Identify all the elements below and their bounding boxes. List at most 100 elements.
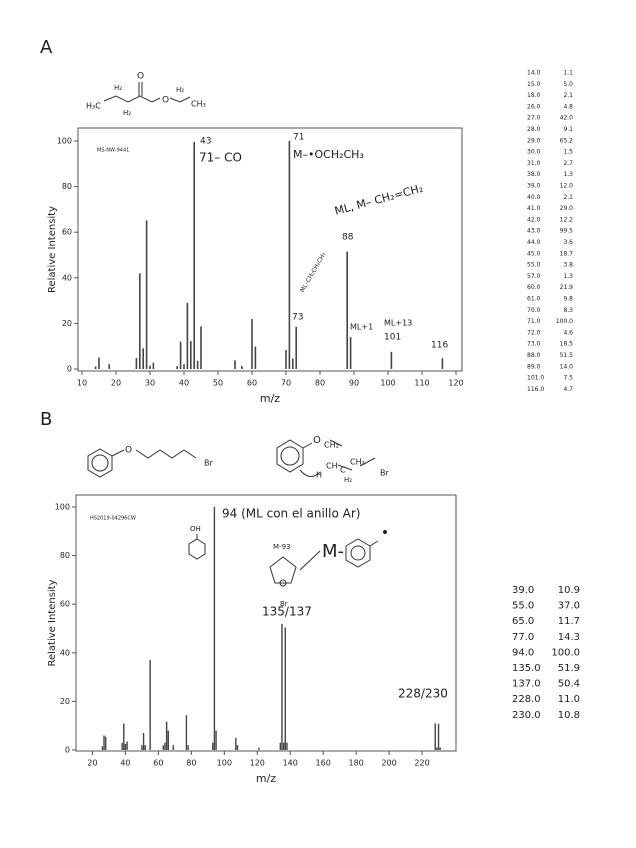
table-intensity: 3.6 bbox=[563, 239, 573, 246]
y-tick-label: 60 bbox=[60, 600, 70, 609]
y-tick-label: 40 bbox=[60, 648, 70, 657]
table-intensity: 99.5 bbox=[560, 228, 574, 235]
annotation: M-93 bbox=[273, 543, 290, 551]
x-tick-label: 100 bbox=[217, 759, 232, 768]
ring bbox=[91, 454, 109, 472]
x-tick-label: 40 bbox=[179, 379, 189, 388]
table-intensity: 51.5 bbox=[560, 352, 574, 359]
x-tick-label: 110 bbox=[414, 379, 429, 388]
table-intensity: 9.1 bbox=[563, 126, 573, 133]
table-intensity: 65.2 bbox=[560, 137, 574, 144]
x-tick-label: 50 bbox=[213, 379, 223, 388]
atom-label: O bbox=[137, 72, 144, 82]
table-mz: 30.0 bbox=[527, 149, 541, 156]
table-mz: 71.0 bbox=[527, 318, 541, 325]
atom-label: CH₂ bbox=[324, 441, 339, 450]
plot-frame bbox=[77, 127, 463, 372]
x-tick-label: 90 bbox=[349, 379, 359, 388]
table-mz: 27.0 bbox=[527, 115, 541, 122]
table-intensity: 100.0 bbox=[556, 318, 573, 325]
atom-label: C bbox=[340, 466, 346, 475]
annotation: 71 bbox=[293, 133, 304, 143]
atom-label: H₂ bbox=[344, 476, 352, 484]
x-tick-label: 20 bbox=[87, 759, 97, 768]
y-axis-label: Relative Intensity bbox=[47, 579, 58, 666]
x-tick-label: 60 bbox=[247, 379, 257, 388]
table-mz: 135.0 bbox=[512, 663, 541, 674]
atom-label: Br bbox=[380, 469, 389, 478]
atom-label: H₃C bbox=[86, 102, 101, 111]
charge bbox=[279, 579, 287, 587]
table-mz: 65.0 bbox=[512, 616, 534, 627]
table-intensity: 4.8 bbox=[563, 103, 573, 110]
ring bbox=[350, 545, 366, 561]
table-intensity: 7.5 bbox=[563, 375, 573, 382]
bond bbox=[135, 449, 197, 459]
annotation: 228/230 bbox=[398, 687, 448, 701]
y-tick-label: 0 bbox=[65, 746, 70, 755]
annotation: 94 (ML con el anillo Ar) bbox=[222, 507, 360, 521]
table-mz: 89.0 bbox=[527, 363, 541, 370]
annotation: 71– CO bbox=[199, 151, 242, 165]
x-tick-label: 180 bbox=[348, 759, 363, 768]
table-mz: 73.0 bbox=[527, 341, 541, 348]
spectrum-code: MS-NW-9441 bbox=[97, 148, 129, 154]
y-tick-label: 60 bbox=[62, 228, 72, 237]
y-axis-label: Relative Intensity bbox=[47, 206, 58, 293]
x-tick-label: 10 bbox=[77, 379, 87, 388]
table-mz: 228.0 bbox=[512, 694, 541, 705]
bond bbox=[299, 439, 376, 477]
table-intensity: 21.9 bbox=[560, 284, 574, 291]
annotation: Br bbox=[280, 600, 288, 608]
x-tick-label: 140 bbox=[283, 759, 298, 768]
table-mz: 101.0 bbox=[527, 375, 544, 382]
table-intensity: 14.3 bbox=[558, 632, 580, 643]
panel-label: A bbox=[40, 37, 53, 58]
table-mz: 116.0 bbox=[527, 386, 544, 393]
annotation: ML+13 bbox=[384, 319, 412, 328]
bond bbox=[103, 95, 161, 103]
panel-label: B bbox=[40, 409, 52, 430]
atom-label: CH₃ bbox=[191, 100, 206, 109]
table-intensity: 37.0 bbox=[558, 601, 580, 612]
x-axis-label: m/z bbox=[260, 392, 280, 405]
structure-b2 bbox=[276, 439, 376, 477]
phenol bbox=[188, 534, 206, 560]
table-intensity: 51.9 bbox=[558, 663, 580, 674]
phenoxy bbox=[345, 530, 387, 568]
table-intensity: 29.0 bbox=[560, 205, 574, 212]
table-mz: 14.0 bbox=[527, 70, 541, 77]
atom-label: CH bbox=[326, 462, 338, 471]
table-intensity: 14.0 bbox=[560, 363, 574, 370]
table-mz: 60.0 bbox=[527, 284, 541, 291]
table-intensity: 8.3 bbox=[563, 307, 573, 314]
atom-label: H₂ bbox=[176, 86, 184, 94]
bond bbox=[299, 550, 321, 571]
table-intensity: 12.2 bbox=[560, 216, 574, 223]
atom-label: H bbox=[316, 471, 322, 480]
annotation: OH bbox=[190, 525, 201, 533]
annotation: 135/137 bbox=[262, 605, 312, 619]
table-mz: 55.0 bbox=[527, 262, 541, 269]
table-intensity: 11.0 bbox=[558, 694, 580, 705]
x-tick-label: 120 bbox=[448, 379, 463, 388]
table-mz: 94.0 bbox=[512, 647, 534, 658]
table-intensity: 1.3 bbox=[563, 171, 573, 178]
x-tick-label: 40 bbox=[120, 759, 130, 768]
table-mz: 137.0 bbox=[512, 679, 541, 690]
ring bbox=[188, 538, 206, 560]
x-tick-label: 70 bbox=[281, 379, 291, 388]
annotation: ML–CH₂CH₂CH₃ bbox=[299, 251, 328, 294]
table-mz: 41.0 bbox=[527, 205, 541, 212]
ring bbox=[345, 538, 371, 568]
x-tick-label: 120 bbox=[250, 759, 265, 768]
atom-label: O bbox=[125, 446, 132, 456]
table-intensity: 1.3 bbox=[563, 273, 573, 280]
table-mz: 28.0 bbox=[527, 126, 541, 133]
plot-frame bbox=[75, 494, 457, 752]
table-mz: 18.0 bbox=[527, 92, 541, 99]
annotation: ML, M– CH₂=CH₂ bbox=[333, 182, 424, 218]
table-mz: 230.0 bbox=[512, 710, 541, 721]
bromonium bbox=[269, 550, 321, 587]
